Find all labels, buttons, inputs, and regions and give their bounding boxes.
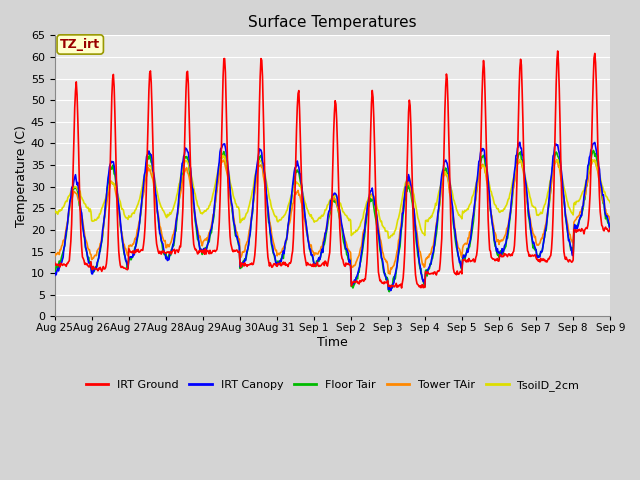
Text: TZ_irt: TZ_irt: [60, 38, 100, 51]
Y-axis label: Temperature (C): Temperature (C): [15, 125, 28, 227]
Title: Surface Temperatures: Surface Temperatures: [248, 15, 417, 30]
Legend: IRT Ground, IRT Canopy, Floor Tair, Tower TAir, TsoilD_2cm: IRT Ground, IRT Canopy, Floor Tair, Towe…: [81, 375, 584, 395]
X-axis label: Time: Time: [317, 336, 348, 349]
